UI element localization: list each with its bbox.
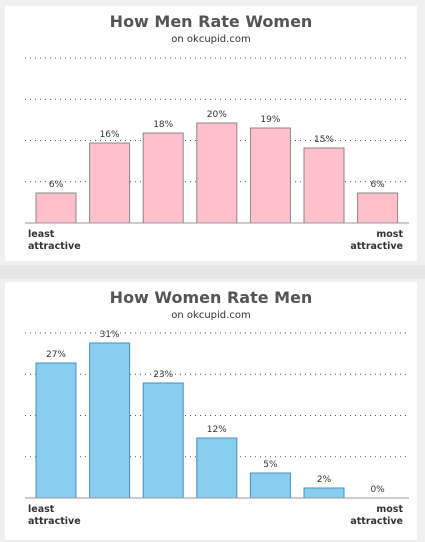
- x-start-label-line1: least: [28, 504, 55, 515]
- x-end-label-line1: most: [376, 229, 403, 240]
- x-end-label-line1: most: [376, 504, 403, 515]
- bar-2: [89, 342, 131, 499]
- bar-value-label-6: 2%: [317, 475, 332, 485]
- bar-value-label-1: 27%: [46, 350, 66, 360]
- bar-7: [357, 192, 399, 224]
- chart-panel-men-rate-women: How Men Rate Women on okcupid.com 6% 16% 1…: [5, 6, 417, 261]
- bar-value-label-3: 18%: [153, 120, 173, 130]
- bar-value-label-1: 6%: [49, 180, 64, 190]
- bar-3: [142, 382, 184, 499]
- bar-value-label-5: 5%: [263, 460, 278, 470]
- chart-title: How Men Rate Women: [110, 12, 313, 31]
- chart-subtitle: on okcupid.com: [171, 310, 250, 321]
- bar-value-label-4: 12%: [207, 425, 227, 435]
- x-end-label-line2: attractive: [350, 516, 403, 527]
- bar-value-labels: 27% 31% 23% 12% 5% 2% 0%: [46, 330, 385, 495]
- x-start-label-line1: least: [28, 229, 55, 240]
- x-start-label-line2: attractive: [28, 516, 81, 527]
- chart-svg-men-rate-women: How Men Rate Women on okcupid.com 6% 16% 1…: [25, 12, 409, 252]
- bar-1: [35, 192, 77, 224]
- x-end-label-line2: attractive: [350, 241, 403, 252]
- bar-6: [303, 487, 345, 499]
- bar-3: [142, 132, 184, 224]
- bar-4: [196, 122, 238, 224]
- x-start-label-line2: attractive: [28, 241, 81, 252]
- bars: [35, 122, 399, 224]
- bar-value-label-7: 6%: [370, 180, 385, 190]
- bar-value-label-2: 31%: [100, 330, 120, 340]
- bar-2: [89, 142, 131, 224]
- bar-1: [35, 362, 77, 499]
- bar-value-label-4: 20%: [207, 110, 227, 120]
- chart-title: How Women Rate Men: [110, 288, 313, 307]
- grid-lines: [25, 332, 409, 458]
- bar-value-label-6: 15%: [314, 135, 334, 145]
- grid-lines: [25, 57, 409, 183]
- bar-4: [196, 437, 238, 499]
- bars: [35, 342, 345, 499]
- bar-5: [249, 472, 291, 499]
- bar-value-label-2: 16%: [100, 130, 120, 140]
- bar-5: [249, 127, 291, 224]
- chart-panel-women-rate-men: How Women Rate Men on okcupid.com 27% 31%…: [5, 282, 417, 540]
- bar-value-label-5: 19%: [260, 115, 280, 125]
- chart-svg-women-rate-men: How Women Rate Men on okcupid.com 27% 31%…: [25, 288, 409, 527]
- bar-6: [303, 147, 345, 224]
- panel-divider: [0, 265, 425, 279]
- chart-subtitle: on okcupid.com: [171, 34, 250, 45]
- bar-value-label-3: 23%: [153, 370, 173, 380]
- bar-value-label-7: 0%: [370, 485, 385, 495]
- bar-value-labels: 6% 16% 18% 20% 19% 15% 6%: [49, 110, 385, 190]
